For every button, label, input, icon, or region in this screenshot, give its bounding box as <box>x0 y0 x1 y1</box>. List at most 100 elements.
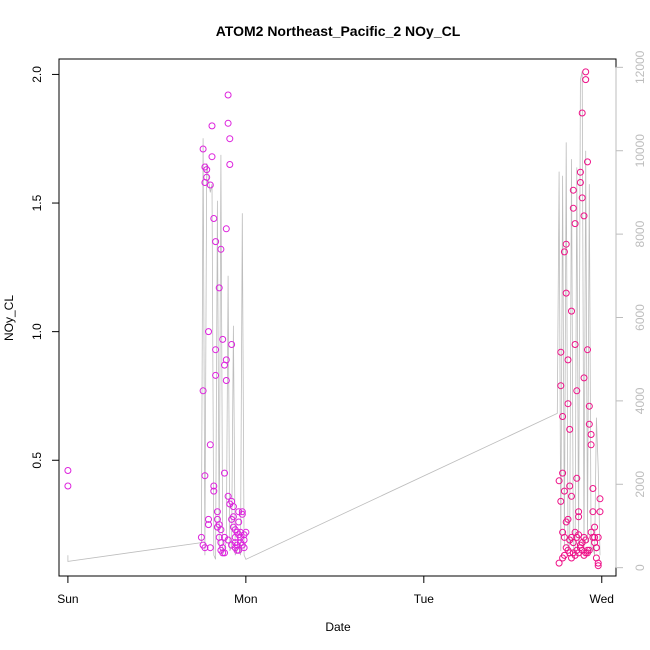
data-point <box>594 562 602 570</box>
data-point <box>576 179 584 186</box>
data-point <box>571 341 579 348</box>
y2-axis: 0 2000 4000 6000 8000 10000 12000 <box>615 50 647 571</box>
data-point <box>584 546 591 554</box>
y2-tick-label: 4000 <box>633 387 647 414</box>
altitude-line <box>67 71 601 562</box>
data-point <box>235 531 243 539</box>
data-point <box>222 225 230 233</box>
data-point <box>555 559 563 567</box>
data-point <box>210 482 218 490</box>
data-point <box>555 477 563 485</box>
y2-tick-label: 2000 <box>633 471 647 498</box>
data-point <box>578 194 586 202</box>
data-point <box>199 145 207 153</box>
data-point <box>582 536 590 544</box>
data-point <box>212 238 220 246</box>
x-tick-label: Mon <box>234 592 257 606</box>
data-point <box>575 508 583 516</box>
data-point <box>560 487 568 495</box>
data-point <box>562 289 570 297</box>
data-point <box>240 544 248 552</box>
data-point <box>569 539 577 547</box>
data-point <box>213 508 221 516</box>
x-tick-label: Wed <box>590 592 614 606</box>
data-point <box>205 328 212 336</box>
y-axis: 0.5 1.0 1.5 2.0 <box>30 66 60 469</box>
data-point <box>221 361 228 369</box>
data-point <box>585 402 593 410</box>
data-point <box>221 549 228 557</box>
data-point <box>568 307 575 315</box>
data-point <box>594 533 602 541</box>
data-point <box>578 109 586 117</box>
data-point <box>201 472 209 480</box>
data-point <box>208 122 216 130</box>
data-point <box>224 119 232 127</box>
data-point <box>238 510 246 518</box>
data-point <box>215 284 223 292</box>
data-point <box>571 220 579 228</box>
data-point <box>203 173 211 181</box>
data-point <box>566 425 574 433</box>
data-point <box>226 161 234 168</box>
data-point <box>564 356 572 364</box>
data-point <box>569 186 577 194</box>
x-tick-label: Tue <box>414 592 435 606</box>
data-point <box>573 474 581 482</box>
data-point <box>575 513 583 521</box>
y-tick-label: 1.0 <box>30 323 44 340</box>
data-point <box>596 508 604 516</box>
y2-tick-label: 12000 <box>633 50 647 84</box>
y-axis-label: NOy_CL <box>2 295 16 341</box>
x-axis: Sun Mon Tue Wed <box>57 575 614 606</box>
data-point <box>226 135 234 143</box>
data-point <box>573 387 581 395</box>
data-point <box>224 536 232 544</box>
data-point <box>568 492 575 500</box>
data-point <box>557 348 565 356</box>
x-axis-label: Date <box>325 620 351 634</box>
data-point <box>221 469 228 477</box>
data-point <box>557 382 565 390</box>
data-point <box>217 245 225 253</box>
data-points <box>64 68 604 570</box>
data-point <box>212 346 220 354</box>
data-point <box>212 371 220 379</box>
data-point <box>208 153 216 161</box>
data-point <box>580 212 588 220</box>
data-point <box>589 508 597 516</box>
data-point <box>199 387 207 395</box>
data-point <box>228 341 236 348</box>
data-point <box>576 168 584 176</box>
data-point <box>585 420 593 428</box>
data-point <box>206 181 214 189</box>
data-point <box>587 431 595 438</box>
data-point <box>206 544 214 552</box>
data-point <box>557 497 565 505</box>
data-point <box>219 335 227 343</box>
data-point <box>566 482 574 490</box>
data-point <box>591 523 599 531</box>
y2-tick-label: 0 <box>633 564 647 571</box>
x-tick-label: Sun <box>57 592 78 606</box>
y2-tick-label: 6000 <box>633 304 647 331</box>
data-point <box>64 482 72 490</box>
data-point <box>64 467 72 474</box>
data-point <box>582 76 590 84</box>
data-point <box>217 526 225 534</box>
data-point <box>594 559 602 567</box>
data-point <box>224 492 232 500</box>
data-point <box>584 158 591 166</box>
y-tick-label: 1.5 <box>30 194 44 211</box>
data-point <box>559 469 567 477</box>
data-point <box>569 204 577 212</box>
data-point <box>205 521 212 529</box>
data-point <box>242 528 250 536</box>
y-tick-label: 2.0 <box>30 66 44 83</box>
data-point <box>564 515 572 523</box>
data-point <box>562 240 570 248</box>
data-point <box>560 248 568 256</box>
data-point <box>564 400 572 408</box>
y2-tick-label: 8000 <box>633 220 647 247</box>
data-point <box>584 346 591 354</box>
